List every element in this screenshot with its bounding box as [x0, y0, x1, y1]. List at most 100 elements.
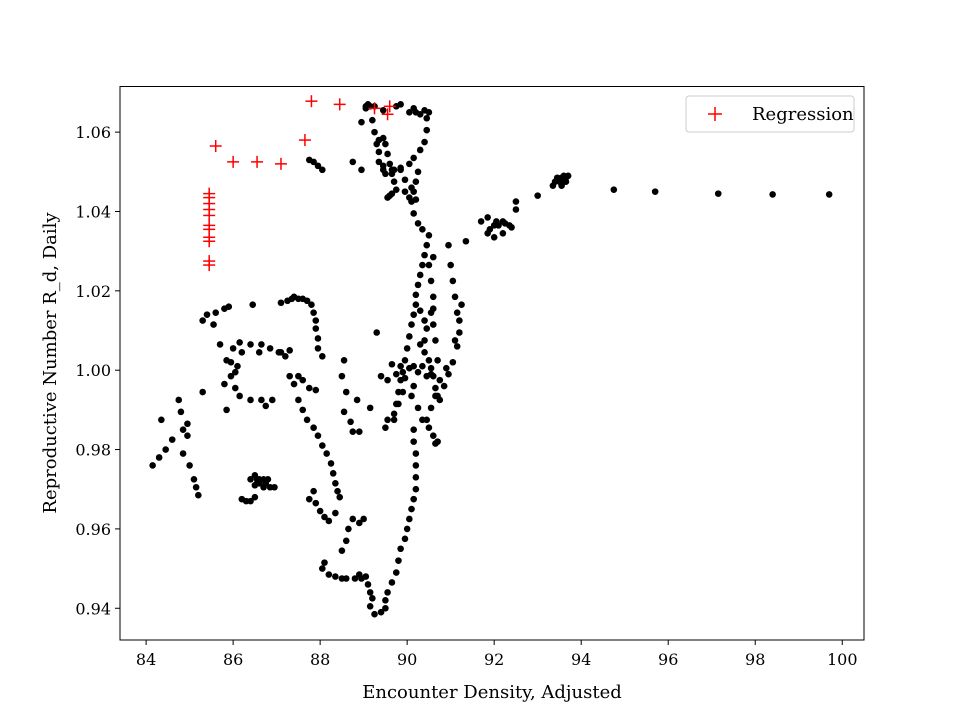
data-point [228, 359, 235, 366]
data-point [278, 299, 285, 306]
data-point [341, 357, 348, 364]
data-point [715, 190, 722, 197]
data-point [445, 242, 452, 249]
data-point [334, 488, 341, 495]
data-point [428, 371, 435, 378]
data-point [413, 486, 420, 493]
data-point [369, 117, 376, 124]
x-tick-label: 90 [397, 650, 417, 669]
data-point [295, 397, 302, 404]
data-point [397, 545, 404, 552]
data-point [345, 526, 352, 533]
data-point [393, 569, 400, 576]
data-point [413, 178, 420, 185]
data-point [315, 335, 322, 342]
data-point [413, 474, 420, 481]
data-point [402, 375, 409, 382]
data-point [310, 309, 317, 316]
data-point [358, 167, 365, 174]
data-point [271, 484, 278, 491]
data-point [430, 254, 437, 261]
data-point [306, 385, 313, 392]
x-tick-label: 84 [136, 650, 156, 669]
data-point [428, 278, 435, 285]
data-point [376, 149, 383, 156]
data-point [310, 488, 317, 495]
data-point [408, 506, 415, 513]
data-point [367, 405, 374, 412]
data-point [450, 278, 457, 285]
data-point [393, 371, 400, 378]
data-point [391, 411, 398, 418]
data-point [149, 462, 156, 469]
data-point [315, 345, 322, 352]
data-point [256, 349, 263, 356]
data-point [417, 272, 424, 279]
data-point [232, 369, 239, 376]
x-tick-label: 98 [745, 650, 765, 669]
data-point [193, 484, 200, 491]
data-point [312, 387, 319, 394]
data-point [343, 575, 350, 582]
data-point [286, 347, 293, 354]
data-point [384, 151, 391, 158]
data-point [491, 234, 498, 241]
data-point [382, 424, 389, 431]
data-point [180, 426, 187, 433]
data-point [410, 210, 417, 217]
data-point [249, 301, 256, 308]
data-point [199, 317, 206, 324]
data-point [186, 462, 193, 469]
data-point [413, 462, 420, 469]
data-point [430, 305, 437, 312]
data-point [408, 393, 415, 400]
legend: Regression [686, 96, 854, 132]
data-point [402, 357, 409, 364]
data-point [395, 401, 402, 408]
data-point [402, 188, 409, 195]
data-point [310, 424, 317, 431]
data-point [404, 526, 411, 533]
data-point [443, 365, 450, 372]
data-point [204, 311, 211, 318]
data-point [417, 307, 424, 314]
data-point [380, 163, 387, 170]
data-point [384, 377, 391, 384]
data-point [421, 349, 428, 356]
data-point [436, 397, 443, 404]
data-point [315, 432, 322, 439]
y-tick-label: 1.06 [75, 123, 111, 142]
data-point [156, 454, 163, 461]
data-point [291, 381, 298, 388]
data-point [363, 105, 370, 112]
x-axis-label: Encounter Density, Adjusted [362, 682, 622, 703]
data-point [419, 262, 426, 269]
data-point [260, 476, 267, 483]
data-point [400, 369, 407, 376]
data-point [430, 293, 437, 300]
data-point [162, 446, 169, 453]
data-point [363, 573, 370, 580]
data-point [415, 282, 422, 289]
y-tick-label: 1.04 [75, 202, 111, 221]
data-point [236, 393, 243, 400]
data-point [410, 311, 417, 318]
data-point [378, 373, 385, 380]
data-point [508, 224, 515, 231]
data-point [769, 191, 776, 198]
data-point [413, 292, 420, 299]
data-point [223, 407, 230, 414]
data-point [336, 494, 343, 501]
data-point [413, 301, 420, 308]
data-point [236, 339, 243, 346]
data-point [410, 438, 417, 445]
data-point [415, 169, 422, 176]
data-point [286, 373, 293, 380]
data-point [421, 139, 428, 146]
data-point [367, 603, 374, 610]
data-point [210, 321, 217, 328]
data-point [217, 341, 224, 348]
data-point [326, 518, 333, 525]
data-point [406, 161, 413, 168]
